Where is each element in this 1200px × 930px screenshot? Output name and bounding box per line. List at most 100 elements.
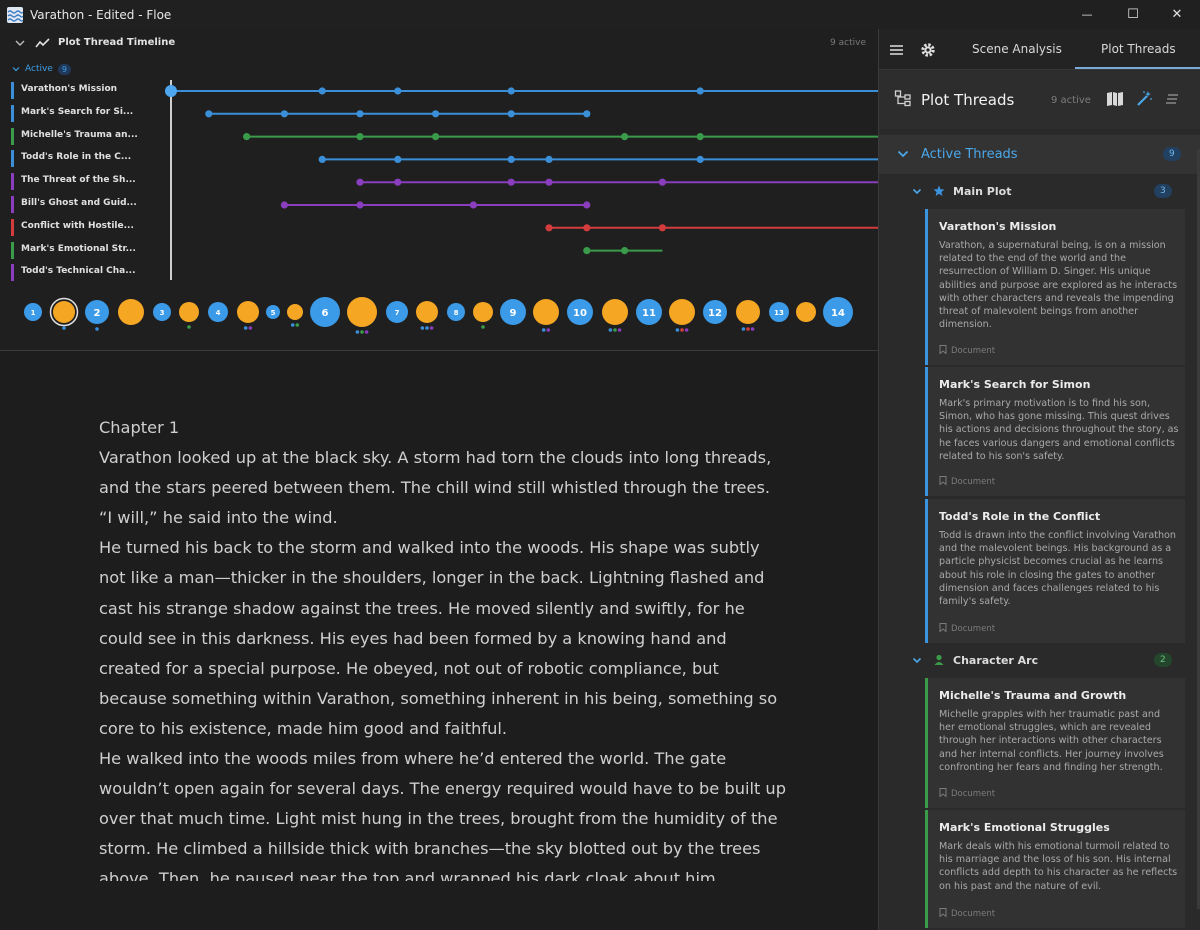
thread-scene-point (318, 87, 326, 95)
chapter-node[interactable]: 10 (567, 299, 593, 325)
thread-indicator-dot (741, 327, 746, 331)
thread-row[interactable]: Mark's Search for Si... (11, 103, 171, 123)
thread-group-header[interactable]: Character Arc 2 (879, 648, 1200, 674)
scene-node[interactable] (602, 299, 628, 332)
chapter-node[interactable]: 6 (310, 297, 340, 327)
bookmark-icon (939, 908, 947, 917)
thread-card-source: Document (939, 623, 995, 634)
paragraph[interactable]: “I will,” he said into the wind. (99, 508, 338, 528)
thread-row[interactable]: Mark's Emotional Str... (11, 240, 171, 260)
chevron-down-icon[interactable] (13, 36, 27, 50)
bookmark-icon (939, 345, 947, 354)
scene-node[interactable] (49, 297, 79, 330)
tab-scene-analysis[interactable]: Scene Analysis (972, 42, 1062, 56)
thread-card-source: Document (939, 788, 995, 799)
panel-scrollbar[interactable] (1197, 149, 1200, 909)
minimize-button[interactable]: — (1064, 0, 1110, 29)
thread-indicator-dot (541, 328, 546, 332)
maximize-button[interactable]: ☐ (1110, 0, 1156, 29)
thread-indicator-dot (750, 327, 755, 331)
thread-indicator-dot (481, 325, 485, 329)
chapter-node[interactable]: 8 (447, 303, 465, 321)
thread-row[interactable]: Michelle's Trauma an... (11, 126, 171, 146)
gear-icon[interactable] (919, 41, 937, 59)
scene-node[interactable] (736, 300, 760, 331)
book-map-icon[interactable] (1106, 91, 1124, 107)
chapter-number: 8 (454, 309, 459, 317)
chapter-node[interactable]: 12 (703, 300, 727, 324)
chapter-heading[interactable]: Chapter 1 (99, 418, 180, 437)
thread-card[interactable]: Varathon's Mission Varathon, a supernatur… (925, 209, 1185, 365)
thread-card[interactable]: Mark's Emotional Struggles Mark deals wit… (925, 810, 1185, 928)
menu-icon[interactable] (888, 41, 906, 59)
manuscript-editor[interactable]: Chapter 1 Varathon looked up at the black… (0, 351, 878, 930)
chapter-node[interactable]: 2 (85, 300, 109, 331)
thread-row[interactable]: The Threat of the Sh... (11, 171, 171, 191)
thread-card-source: Document (939, 476, 995, 487)
chapter-node[interactable]: 13 (769, 302, 789, 322)
timeline-header: Plot Thread Timeline 9 active (0, 29, 878, 57)
chapter-number: 1 (31, 309, 36, 317)
thread-card-title: Michelle's Trauma and Growth (939, 689, 1127, 702)
scene-node[interactable] (669, 299, 695, 332)
thread-scene-point (432, 133, 440, 141)
chapter-node[interactable]: 14 (823, 297, 853, 327)
thread-group-header[interactable]: Main Plot 3 (879, 179, 1200, 205)
chapter-node[interactable]: 1 (24, 303, 42, 321)
scene-node[interactable] (118, 299, 144, 325)
scene-node[interactable] (179, 302, 199, 329)
current-scene-marker (165, 85, 177, 97)
thread-row[interactable]: Conflict with Hostile... (11, 217, 171, 237)
thread-indicator-dot (546, 328, 551, 332)
chapter-node[interactable]: 5 (266, 305, 280, 319)
thread-name: Todd's Role in the C... (21, 152, 132, 163)
thread-scene-point (696, 155, 704, 163)
paragraph[interactable]: He turned his back to the storm and walk… (99, 538, 778, 738)
close-icon: ✕ (1171, 7, 1183, 22)
scene-node[interactable] (473, 302, 493, 329)
thread-card-title: Mark's Emotional Struggles (939, 821, 1110, 834)
scene-node[interactable] (796, 302, 816, 322)
paragraph[interactable]: He walked into the woods miles from wher… (99, 749, 786, 881)
scene-node[interactable] (533, 299, 559, 332)
scene-node[interactable] (237, 301, 259, 330)
thread-scene-point (583, 247, 591, 255)
thread-scene-point (507, 178, 515, 186)
chapter-number: 3 (160, 309, 165, 317)
thread-card-title: Todd's Role in the Conflict (939, 510, 1101, 523)
timeline-cursor[interactable] (170, 80, 172, 280)
list-lines-icon[interactable] (1164, 92, 1180, 106)
chapter-node[interactable]: 11 (636, 299, 662, 325)
magic-wand-icon[interactable] (1135, 90, 1153, 108)
chapter-node[interactable]: 9 (500, 299, 526, 325)
thread-indicator-dot (613, 328, 617, 332)
thread-row[interactable]: Todd's Role in the C... (11, 148, 171, 168)
thread-card[interactable]: Todd's Role in the Conflict Todd is drawn… (925, 499, 1185, 643)
scene-node[interactable] (347, 297, 377, 334)
thread-scene-point (205, 110, 213, 118)
thread-row[interactable]: Todd's Technical Cha... (11, 262, 171, 282)
paragraph[interactable]: Varathon looked up at the black sky. A s… (99, 448, 772, 498)
close-button[interactable]: ✕ (1154, 0, 1200, 29)
chapter-node[interactable]: 4 (208, 302, 228, 322)
thread-scene-point (545, 178, 553, 186)
thread-scene-point (621, 247, 629, 255)
panel-active-count: 9 active (1051, 95, 1091, 106)
editor-text[interactable]: Chapter 1 Varathon looked up at the black… (99, 413, 789, 881)
thread-card-description: Michelle grapples with her traumatic pas… (939, 709, 1164, 773)
chevron-down-icon (12, 67, 20, 72)
thread-scene-point (621, 133, 629, 141)
thread-card[interactable]: Mark's Search for Simon Mark's primary mo… (925, 367, 1185, 496)
active-threads-section[interactable]: Active Threads 9 (879, 135, 1200, 174)
thread-row[interactable]: Bill's Ghost and Guid... (11, 194, 171, 214)
chapter-node[interactable]: 7 (386, 301, 408, 323)
thread-scene-point (696, 87, 704, 95)
scene-node[interactable] (416, 301, 438, 330)
thread-row[interactable]: Varathon's Mission (11, 80, 171, 100)
active-threads-toggle[interactable]: Active 9 (12, 62, 71, 76)
scene-node[interactable] (287, 304, 303, 327)
active-threads-count-badge: 9 (1163, 147, 1181, 161)
tab-plot-threads[interactable]: Plot Threads (1101, 42, 1176, 56)
chapter-node[interactable]: 3 (153, 303, 171, 321)
thread-card[interactable]: Michelle's Trauma and Growth Michelle gra… (925, 678, 1185, 808)
